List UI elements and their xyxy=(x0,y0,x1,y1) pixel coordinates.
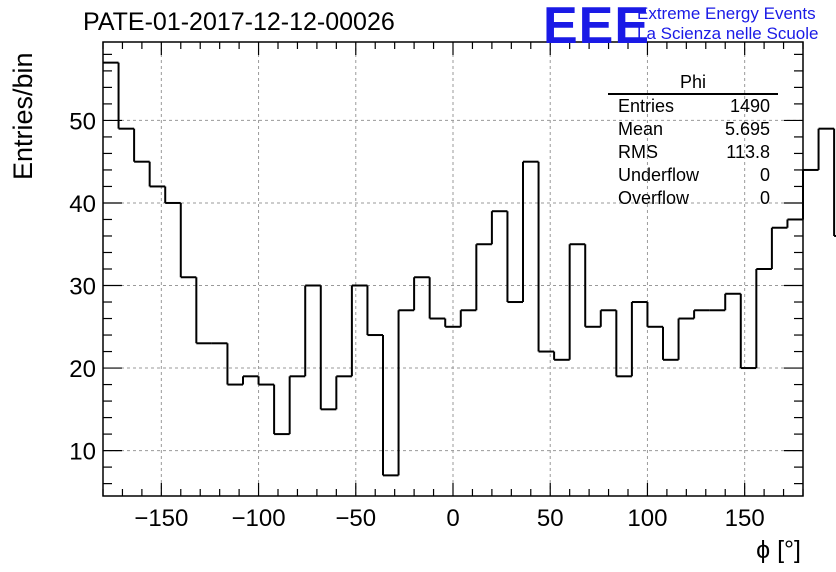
stats-value: 0 xyxy=(759,188,770,208)
x-tick-label: 0 xyxy=(446,505,459,532)
stats-box: Phi Entries 1490 Mean 5.695 RMS 113.8 Un… xyxy=(608,72,778,210)
x-axis-label: ϕ [°] xyxy=(756,536,801,564)
y-tick-label: 10 xyxy=(69,439,96,466)
x-tick-label: 50 xyxy=(537,505,564,532)
stats-row-entries: Entries 1490 xyxy=(608,95,778,118)
x-tick-label: −50 xyxy=(335,505,376,532)
y-tick-label: 50 xyxy=(69,108,96,135)
x-tick-label: 150 xyxy=(725,505,765,532)
stats-row-rms: RMS 113.8 xyxy=(608,141,778,164)
y-tick-label: 20 xyxy=(69,356,96,383)
chart-title: PATE-01-2017-12-12-00026 xyxy=(83,8,395,36)
eee-logo: EEE xyxy=(543,0,651,55)
stats-label: RMS xyxy=(618,142,658,162)
stats-label: Underflow xyxy=(618,165,700,185)
stats-value: 1490 xyxy=(729,96,770,116)
stats-label: Overflow xyxy=(618,188,690,208)
stats-row-mean: Mean 5.695 xyxy=(608,118,778,141)
y-tick-label: 40 xyxy=(69,191,96,218)
stats-title: Phi xyxy=(608,72,778,95)
y-tick-label: 30 xyxy=(69,274,96,301)
x-tick-label: −100 xyxy=(232,505,286,532)
x-tick-label: 100 xyxy=(627,505,667,532)
stats-row-underflow: Underflow 0 xyxy=(608,164,778,187)
stats-value: 5.695 xyxy=(724,119,770,139)
stats-value: 0 xyxy=(759,165,770,185)
y-axis-label: Entries/bin xyxy=(8,52,38,180)
stats-label: Mean xyxy=(618,119,664,139)
logo-line-1: Extreme Energy Events xyxy=(637,4,816,23)
stats-row-overflow: Overflow 0 xyxy=(608,187,778,210)
stats-value: 113.8 xyxy=(726,142,770,162)
logo-line-2: La Scienza nelle Scuole xyxy=(637,24,819,43)
x-tick-label: −150 xyxy=(134,505,188,532)
stats-label: Entries xyxy=(618,96,675,116)
